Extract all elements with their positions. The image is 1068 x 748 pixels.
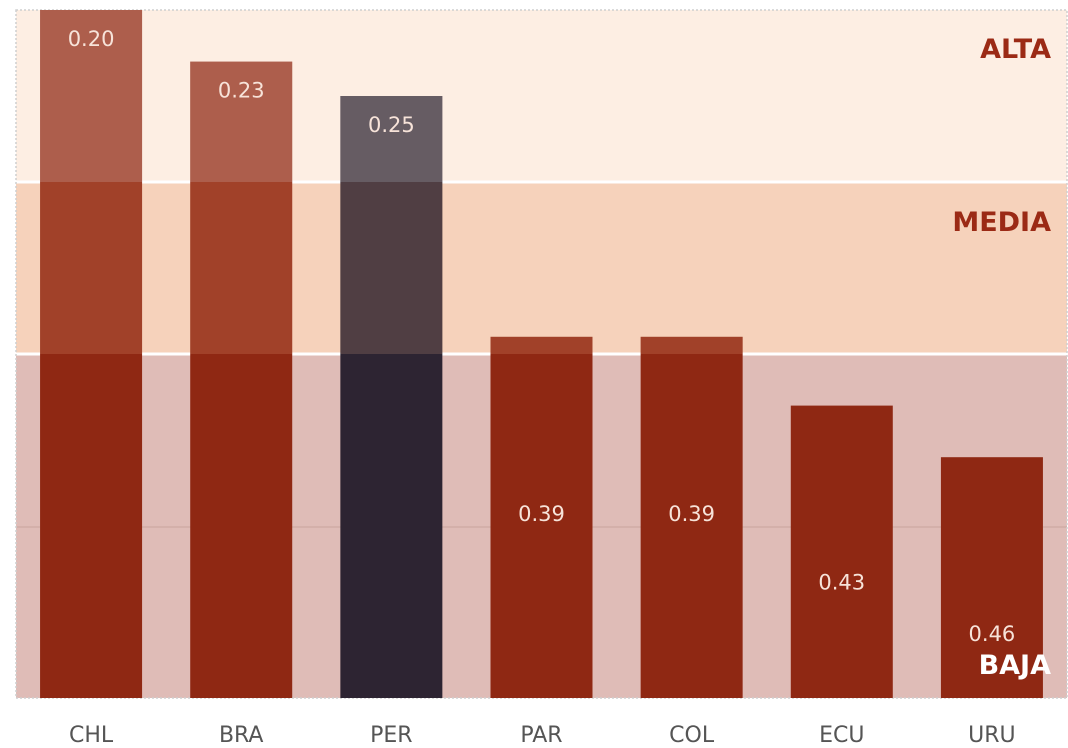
x-tick-par: PAR [520,723,562,748]
bar-band-overlay [340,182,443,354]
value-label-bra: 0.23 [218,79,265,103]
band-labels: ALTA MEDIA BAJA [952,34,1051,681]
band-label-media: MEDIA [952,207,1051,238]
x-tick-per: PER [370,723,412,748]
bar-band-overlay [340,96,443,182]
bar-ecu [790,405,893,698]
value-label-ecu: 0.43 [818,571,865,595]
value-label-per: 0.25 [368,113,415,137]
bar-col [640,336,743,698]
x-axis-ticks: CHL BRA PER PAR COL ECU URU [69,723,1016,748]
value-label-par: 0.39 [518,502,565,526]
bar-band-overlay [490,336,593,354]
bar-per [340,96,443,698]
bar-bra [190,61,293,699]
bar-par [490,336,593,698]
value-label-uru: 0.46 [969,622,1016,646]
x-tick-uru: URU [968,723,1016,748]
x-tick-chl: CHL [69,723,114,748]
bar-band-overlay [40,182,143,354]
band-alta [16,10,1067,182]
band-label-alta: ALTA [980,34,1051,65]
x-tick-col: COL [669,723,715,748]
x-tick-bra: BRA [219,723,264,748]
bar-chl [40,10,143,698]
band-label-baja: BAJA [979,650,1052,681]
value-label-col: 0.39 [668,502,715,526]
bar-uru [940,457,1043,698]
value-label-chl: 0.20 [68,27,115,51]
band-overlays [40,10,743,354]
bar-band-overlay [190,182,293,354]
bar-band-overlay [40,10,143,182]
bars [40,10,1043,699]
value-labels: 0.20 0.23 0.25 0.39 0.39 0.43 0.46 [68,27,1016,646]
bar-band-overlay [640,336,743,354]
bar-band-overlay [190,61,293,182]
band-media [16,182,1067,354]
x-tick-ecu: ECU [819,723,864,748]
